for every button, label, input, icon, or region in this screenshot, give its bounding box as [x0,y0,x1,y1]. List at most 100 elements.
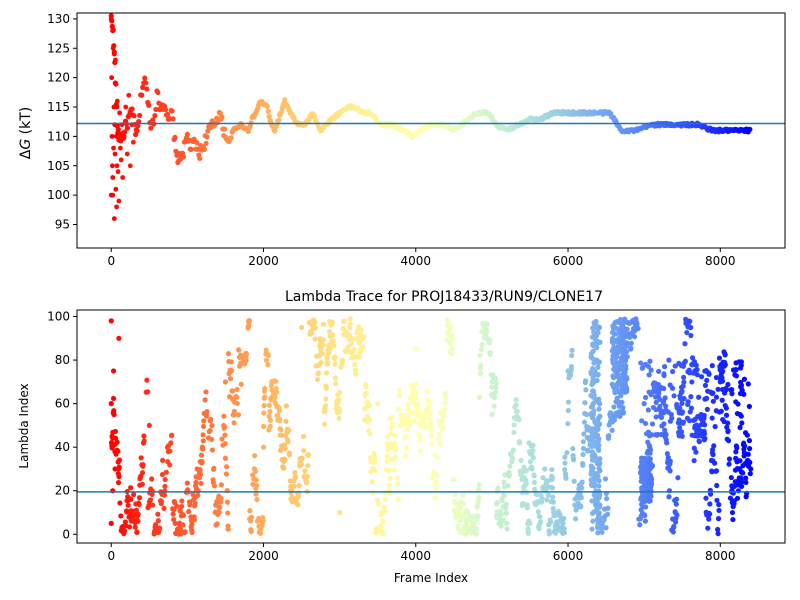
y-tick-label: 20 [55,484,70,498]
x-tick-label: 4000 [401,549,432,563]
lambda-point [620,410,627,416]
lambda-point [135,511,141,517]
lambda-point [647,358,653,364]
lambda-point [691,445,697,451]
lambda-point [475,513,481,519]
lambda-point [289,494,295,500]
lambda-point [616,336,622,342]
lambda-point [378,523,384,529]
lambda-point [509,455,516,461]
lambda-point [289,499,295,505]
lambda-point [261,410,267,416]
lambda-point [589,498,595,504]
lambda-point [678,363,685,369]
lambda-point [689,432,695,438]
lambda-point [405,414,411,420]
lambda-point [732,372,738,378]
lambda-point [476,394,483,400]
lambda-point [513,402,519,408]
lambda-point [360,344,366,350]
lambda-point [179,498,185,504]
lambda-point [403,433,409,439]
lambda-point [589,526,595,532]
lambda-point [325,360,331,366]
lambda-point [561,530,567,536]
lambda-point [347,316,353,322]
lambda-point [392,440,398,446]
delta-g-point [130,139,136,145]
delta-g-point [131,113,137,119]
lambda-point [448,340,454,347]
lambda-point [329,319,336,326]
lambda-point [547,529,553,536]
lambda-point [136,495,143,501]
lambda-point [218,495,224,502]
lambda-point [117,500,123,506]
lambda-point [353,371,359,377]
delta-g-point [144,86,150,92]
lambda-point [369,478,375,485]
lambda-point [635,325,641,332]
lambda-point [681,395,687,402]
lambda-point [231,408,237,415]
lambda-point [527,459,533,465]
lambda-point [667,382,673,388]
lambda-point [715,516,722,522]
lambda-point [585,448,591,454]
y-tick-label: 60 [55,397,70,411]
lambda-point [594,439,600,445]
lambda-point [395,475,401,481]
lambda-point [714,482,720,489]
lambda-point [201,418,207,424]
lambda-point [643,394,649,401]
lambda-point [679,400,685,407]
lambda-trace-axes-frame [76,309,786,544]
lambda-point [392,432,398,439]
delta-g-point [140,84,146,90]
lambda-point [287,478,293,484]
lambda-point [411,417,417,423]
lambda-point [570,457,577,463]
lambda-point [665,454,671,461]
lambda-point [547,519,554,525]
lambda-point [112,428,118,435]
lambda-point [483,329,490,335]
lambda-point [292,473,298,480]
lambda-point [211,483,218,489]
lambda-point [746,437,752,444]
delta-g-point [111,216,117,222]
lambda-point [725,428,731,434]
lambda-point [596,396,602,402]
lambda-point [487,337,493,344]
lambda-point [110,395,117,402]
lambda-point [262,386,268,392]
lambda-point [296,482,302,489]
lambda-point [195,488,201,494]
lambda-point [286,427,292,433]
delta-g-point [201,146,207,152]
lambda-point [476,482,482,488]
lambda-point [498,511,504,517]
lambda-point [473,531,479,537]
lambda-point [729,387,735,393]
lambda-point [320,342,326,348]
lambda-point [572,516,579,522]
lambda-point [115,448,121,454]
lambda-point [609,337,616,343]
lambda-point [363,390,369,397]
lambda-point [748,466,754,472]
lambda-point [189,529,195,535]
lambda-point [513,397,519,403]
lambda-point [518,457,524,464]
lambda-point [637,522,643,528]
lambda-point [624,341,630,348]
lambda-point [570,446,576,452]
lambda-point [619,363,625,369]
lambda-point [596,406,602,412]
lambda-point [679,388,685,395]
lambda-point [476,494,482,501]
lambda-point [730,367,737,373]
lambda-point [720,368,726,374]
x-tick-label: 6000 [553,254,584,268]
lambda-point [413,346,419,352]
